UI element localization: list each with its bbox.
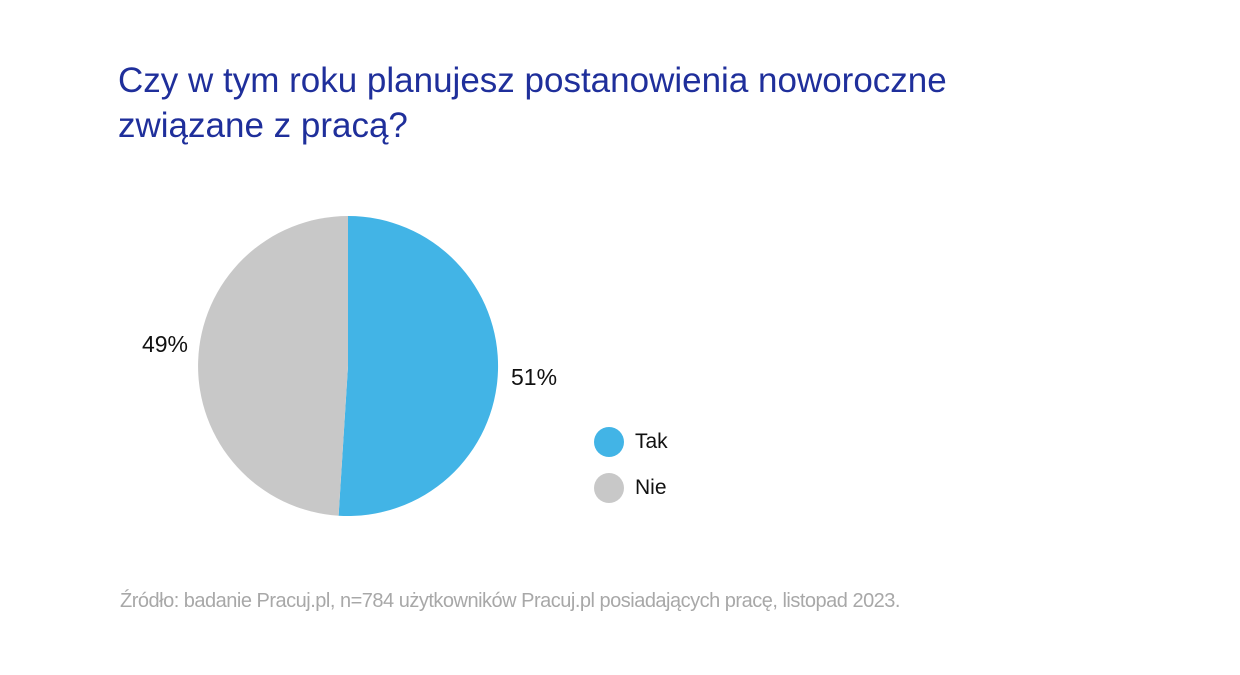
data-label-tak: 51% <box>511 364 557 390</box>
legend-item-nie: Nie <box>594 472 668 504</box>
legend-label-tak: Tak <box>635 430 668 453</box>
pie-slice-tak <box>338 216 499 516</box>
chart-title: Czy w tym roku planujesz postanowienia n… <box>118 61 947 145</box>
legend-swatch-tak <box>594 427 624 457</box>
legend-swatch-nie <box>594 473 624 503</box>
legend-label-nie: Nie <box>635 476 667 499</box>
data-label-nie: 49% <box>142 331 188 357</box>
legend: Tak Nie <box>594 426 668 518</box>
pie-slice-nie <box>198 216 348 516</box>
legend-item-tak: Tak <box>594 426 668 458</box>
source-note: Źródło: badanie Pracuj.pl, n=784 użytkow… <box>120 590 901 612</box>
